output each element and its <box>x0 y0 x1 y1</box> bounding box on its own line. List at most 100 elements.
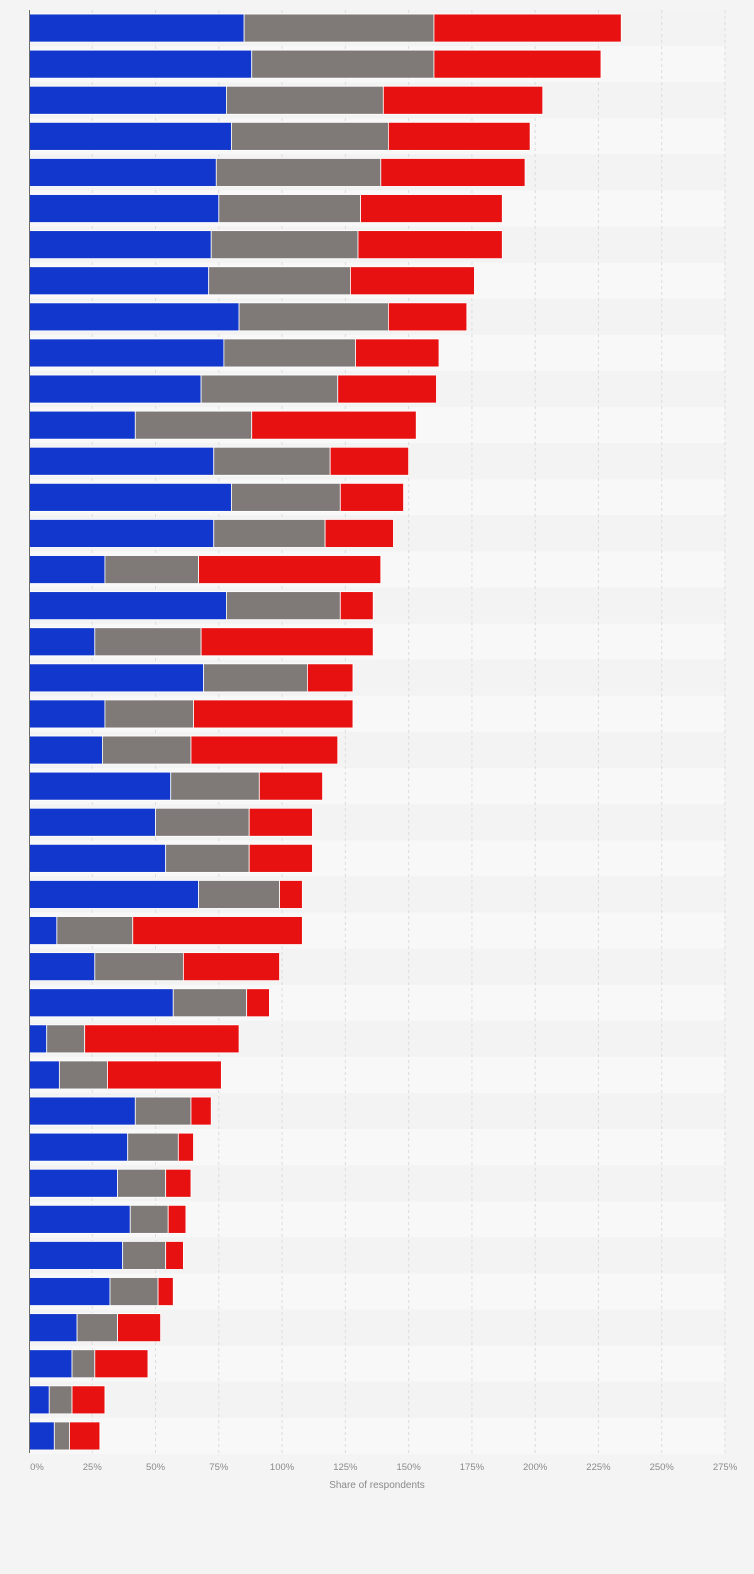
bar-segment-series-1[interactable] <box>28 1385 50 1415</box>
bar-segment-series-1[interactable] <box>28 230 212 260</box>
bar-segment-series-2[interactable] <box>172 988 248 1018</box>
bar-segment-series-1[interactable] <box>28 1024 48 1054</box>
bar-segment-series-3[interactable] <box>339 482 404 512</box>
bar-segment-series-3[interactable] <box>360 194 503 223</box>
bar-segment-series-3[interactable] <box>355 338 440 368</box>
bar-segment-series-2[interactable] <box>223 338 356 368</box>
bar-segment-series-1[interactable] <box>28 663 205 693</box>
bar-segment-series-3[interactable] <box>433 13 622 43</box>
bar-segment-series-2[interactable] <box>231 482 341 512</box>
bar-segment-series-3[interactable] <box>71 1385 106 1415</box>
bar-segment-series-3[interactable] <box>357 230 503 260</box>
bar-segment-series-1[interactable] <box>28 194 220 223</box>
bar-segment-series-3[interactable] <box>107 1060 222 1090</box>
bar-segment-series-2[interactable] <box>170 771 260 801</box>
bar-segment-series-2[interactable] <box>48 1385 73 1415</box>
bar-segment-series-3[interactable] <box>248 807 313 837</box>
bar-segment-series-2[interactable] <box>104 699 194 729</box>
bar-segment-series-2[interactable] <box>56 916 134 945</box>
bar-segment-series-3[interactable] <box>339 591 374 621</box>
bar-segment-series-3[interactable] <box>324 519 394 548</box>
bar-segment-series-1[interactable] <box>28 1168 118 1198</box>
bar-segment-series-3[interactable] <box>380 158 526 187</box>
bar-segment-series-3[interactable] <box>117 1313 162 1343</box>
bar-segment-series-2[interactable] <box>46 1024 86 1054</box>
bar-segment-series-1[interactable] <box>28 843 167 873</box>
bar-segment-series-1[interactable] <box>28 699 106 729</box>
bar-segment-series-1[interactable] <box>28 519 215 548</box>
bar-segment-series-1[interactable] <box>28 410 136 440</box>
bar-segment-series-3[interactable] <box>165 1168 192 1198</box>
bar-segment-series-1[interactable] <box>28 627 96 657</box>
bar-segment-series-3[interactable] <box>251 410 417 440</box>
bar-segment-series-1[interactable] <box>28 1096 136 1126</box>
bar-segment-series-1[interactable] <box>28 338 225 368</box>
bar-segment-series-3[interactable] <box>306 663 354 693</box>
bar-segment-series-3[interactable] <box>193 699 354 729</box>
bar-segment-series-2[interactable] <box>127 1132 179 1162</box>
bar-segment-series-3[interactable] <box>177 1132 194 1162</box>
bar-segment-series-2[interactable] <box>231 121 389 151</box>
bar-segment-series-2[interactable] <box>109 1277 159 1306</box>
bar-segment-series-2[interactable] <box>134 1096 192 1126</box>
bar-segment-series-3[interactable] <box>167 1204 187 1234</box>
bar-segment-series-2[interactable] <box>226 591 341 621</box>
bar-segment-series-1[interactable] <box>28 158 217 187</box>
bar-segment-series-3[interactable] <box>433 49 602 79</box>
bar-segment-series-2[interactable] <box>226 85 384 115</box>
bar-segment-series-1[interactable] <box>28 988 174 1018</box>
bar-segment-series-2[interactable] <box>208 266 351 296</box>
bar-segment-series-2[interactable] <box>155 807 250 837</box>
bar-segment-series-3[interactable] <box>165 1241 184 1270</box>
bar-segment-series-3[interactable] <box>337 374 437 404</box>
bar-segment-series-1[interactable] <box>28 302 240 332</box>
bar-segment-series-3[interactable] <box>94 1349 149 1379</box>
bar-segment-series-2[interactable] <box>122 1241 167 1270</box>
bar-segment-series-3[interactable] <box>246 988 270 1018</box>
bar-segment-series-2[interactable] <box>200 374 339 404</box>
bar-segment-series-1[interactable] <box>28 952 96 982</box>
bar-segment-series-3[interactable] <box>387 302 468 332</box>
bar-segment-series-1[interactable] <box>28 482 232 512</box>
bar-segment-series-3[interactable] <box>190 1096 212 1126</box>
bar-segment-series-1[interactable] <box>28 121 232 151</box>
bar-segment-series-2[interactable] <box>71 1349 96 1379</box>
bar-segment-series-3[interactable] <box>132 916 303 945</box>
bar-segment-series-1[interactable] <box>28 555 106 584</box>
bar-segment-series-3[interactable] <box>258 771 323 801</box>
bar-segment-series-1[interactable] <box>28 771 172 801</box>
bar-segment-series-2[interactable] <box>238 302 389 332</box>
bar-segment-series-2[interactable] <box>213 519 326 548</box>
bar-segment-series-1[interactable] <box>28 85 227 115</box>
bar-segment-series-2[interactable] <box>243 13 435 43</box>
bar-segment-series-3[interactable] <box>198 555 382 584</box>
bar-segment-series-2[interactable] <box>58 1060 108 1090</box>
bar-segment-series-3[interactable] <box>329 446 410 476</box>
bar-segment-series-2[interactable] <box>101 735 192 765</box>
bar-segment-series-1[interactable] <box>28 49 253 79</box>
bar-segment-series-2[interactable] <box>165 843 250 873</box>
bar-segment-series-2[interactable] <box>94 627 202 657</box>
bar-segment-series-3[interactable] <box>382 85 544 115</box>
bar-segment-series-1[interactable] <box>28 916 58 945</box>
bar-segment-series-3[interactable] <box>190 735 339 765</box>
bar-segment-series-1[interactable] <box>28 1060 60 1090</box>
bar-segment-series-1[interactable] <box>28 735 103 765</box>
bar-segment-series-2[interactable] <box>215 158 382 187</box>
bar-segment-series-2[interactable] <box>53 1421 70 1451</box>
bar-segment-series-1[interactable] <box>28 446 215 476</box>
bar-segment-series-3[interactable] <box>69 1421 101 1451</box>
bar-segment-series-2[interactable] <box>129 1204 169 1234</box>
bar-segment-series-3[interactable] <box>248 843 313 873</box>
bar-segment-series-2[interactable] <box>213 446 331 476</box>
bar-segment-series-1[interactable] <box>28 1421 55 1451</box>
bar-segment-series-2[interactable] <box>203 663 308 693</box>
bar-segment-series-1[interactable] <box>28 807 156 837</box>
bar-segment-series-1[interactable] <box>28 1277 111 1306</box>
bar-segment-series-3[interactable] <box>182 952 280 982</box>
bar-segment-series-1[interactable] <box>28 880 199 909</box>
bar-segment-series-2[interactable] <box>94 952 184 982</box>
bar-segment-series-1[interactable] <box>28 13 245 43</box>
bar-segment-series-3[interactable] <box>200 627 374 657</box>
bar-segment-series-1[interactable] <box>28 1132 129 1162</box>
